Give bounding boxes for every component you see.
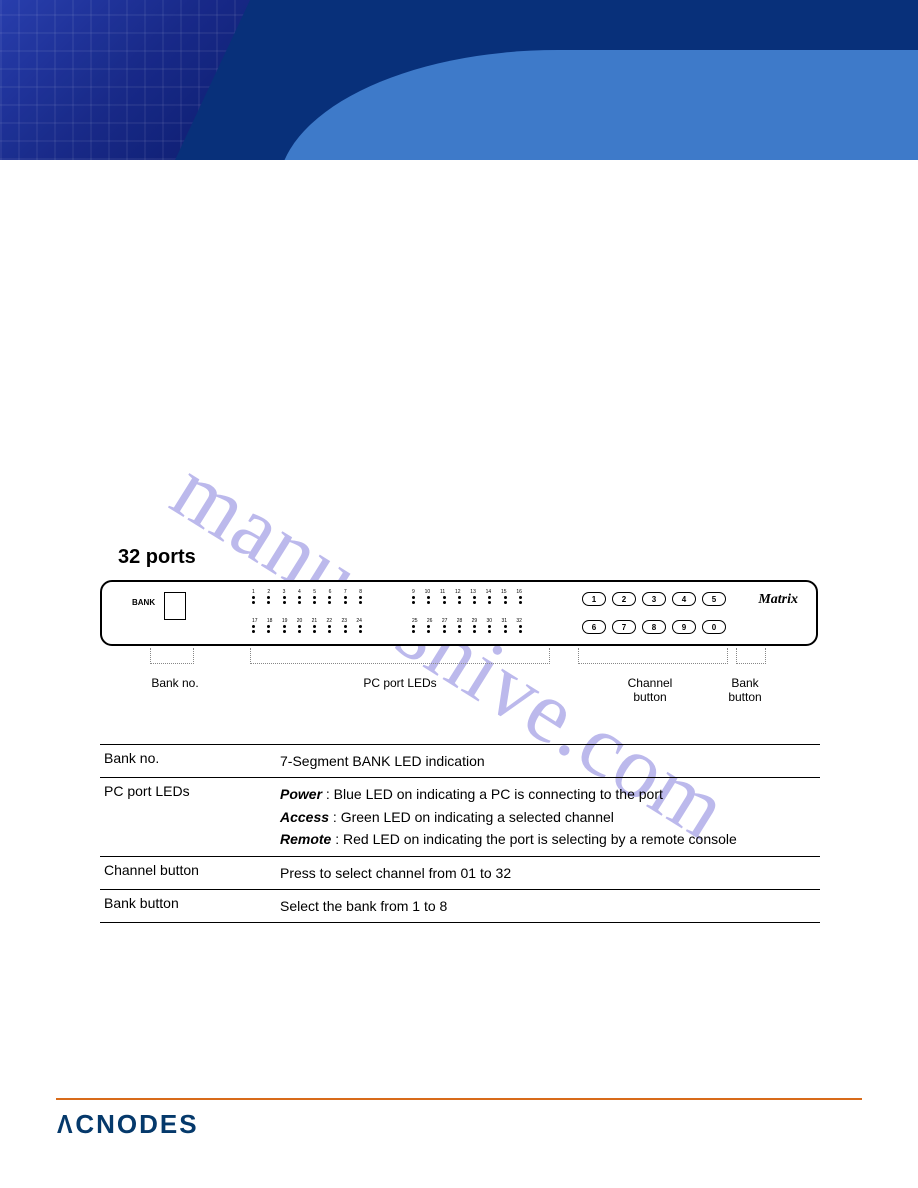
table-row: PC port LEDsPower : Blue LED on indicati… [100,777,820,855]
table-label: PC port LEDs [100,783,280,850]
table-label: Channel button [100,862,280,884]
callout-pc-port-leds: PC port LEDs [350,676,450,690]
callout-bank-button: Bank button [720,676,770,704]
channel-button: 5 [702,592,726,606]
channel-button: 9 [672,620,696,634]
table-desc: Power : Blue LED on indicating a PC is c… [280,783,820,850]
callout-bracket-leds [250,648,550,664]
footer-logo: ΛCNODES [56,1109,199,1140]
logo-lambda-icon: Λ [57,1109,74,1140]
channel-button: 7 [612,620,636,634]
device-brand: Matrix [758,592,798,608]
callout-channel-button: Channel button [620,676,680,704]
channel-button: 4 [672,592,696,606]
callout-bracket-bank [150,648,194,664]
logo-text: CNODES [75,1109,198,1139]
table-desc: Press to select channel from 01 to 32 [280,862,820,884]
spec-table: Bank no.7-Segment BANK LED indicationPC … [100,744,820,923]
table-row: Bank buttonSelect the bank from 1 to 8 [100,889,820,923]
table-desc: Select the bank from 1 to 8 [280,895,820,917]
channel-button: 8 [642,620,666,634]
channel-buttons-row2: 67890 [582,620,726,634]
footer-rule [56,1098,862,1100]
device-diagram: BANK 12345678 910111213141516 1718192021… [100,580,818,646]
channel-button: 6 [582,620,606,634]
channel-button: 1 [582,592,606,606]
led-row-2b: 2526272829303132 [412,618,552,633]
bank-display [164,592,186,620]
table-desc: 7-Segment BANK LED indication [280,750,820,772]
table-row: Bank no.7-Segment BANK LED indication [100,744,820,777]
table-label: Bank no. [100,750,280,772]
table-row: Channel buttonPress to select channel fr… [100,856,820,889]
section-title: 32 ports [118,546,196,569]
led-row-2a: 1718192021222324 [252,618,392,633]
callout-bank-no: Bank no. [140,676,210,690]
header-banner [0,0,918,160]
callout-bracket-channel [578,648,728,664]
callout-bracket-bankbtn [736,648,766,664]
channel-button: 3 [642,592,666,606]
device-outline: BANK 12345678 910111213141516 1718192021… [100,580,818,646]
table-label: Bank button [100,895,280,917]
channel-button: 0 [702,620,726,634]
channel-buttons-row1: 12345 [582,592,726,606]
channel-button: 2 [612,592,636,606]
bank-label: BANK [132,598,155,607]
led-row-1a: 12345678 [252,589,392,604]
led-row-1b: 910111213141516 [412,589,552,604]
